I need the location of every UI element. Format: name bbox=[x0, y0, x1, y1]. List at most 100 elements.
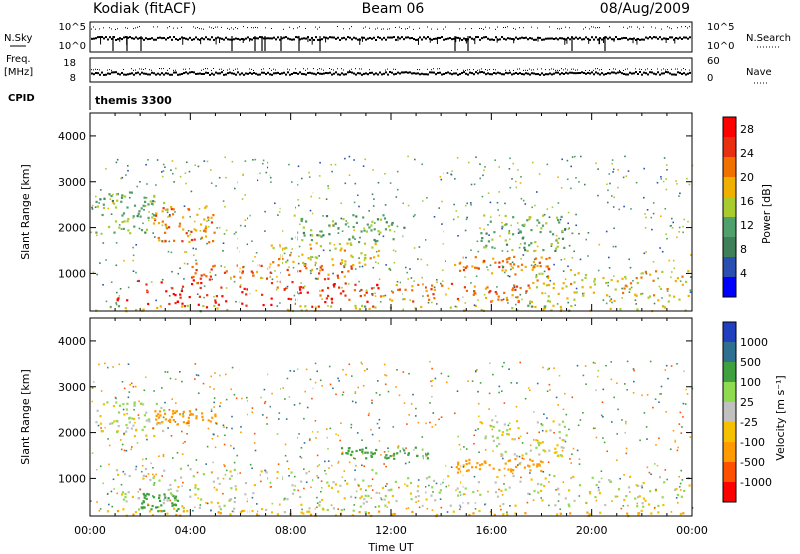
nsky-point bbox=[243, 38, 245, 41]
velocity-data-point bbox=[623, 498, 626, 502]
nsky-point bbox=[295, 36, 297, 39]
power-noise-point bbox=[222, 250, 224, 252]
power-noise-point bbox=[334, 163, 337, 166]
velocity-noise-point bbox=[213, 486, 216, 489]
freq-point bbox=[103, 73, 105, 76]
nave-point bbox=[307, 68, 308, 70]
power-noise-point bbox=[414, 214, 416, 216]
velocity-data-point bbox=[362, 479, 365, 482]
nsky-point bbox=[577, 37, 579, 40]
power-data-point bbox=[517, 265, 520, 268]
velocity-noise-point bbox=[643, 412, 646, 414]
data-gap bbox=[443, 319, 446, 515]
power-noise-point bbox=[522, 199, 525, 202]
freq-point bbox=[467, 73, 469, 76]
freq-point bbox=[635, 71, 637, 74]
power-noise-point bbox=[476, 240, 479, 243]
nsearch-point bbox=[127, 27, 128, 29]
power-noise-point bbox=[372, 266, 375, 269]
velocity-noise-point bbox=[507, 424, 510, 427]
velocity-data-point bbox=[228, 477, 232, 480]
velocity-noise-point bbox=[147, 419, 149, 421]
power-data-point bbox=[270, 297, 273, 300]
freq-point bbox=[577, 72, 579, 75]
velocity-noise-point bbox=[385, 374, 388, 377]
nsearch-point bbox=[661, 28, 662, 30]
nave-point bbox=[287, 68, 288, 70]
power-data-point bbox=[245, 304, 248, 307]
power-data-point bbox=[200, 282, 203, 285]
cpid-label: CPID bbox=[8, 93, 35, 104]
velocity-data-point bbox=[140, 506, 143, 509]
velocity-noise-point bbox=[153, 482, 156, 484]
velocity-data-point bbox=[229, 470, 232, 473]
velocity-data-point bbox=[364, 451, 367, 454]
velocity-data-point bbox=[175, 509, 178, 512]
velocity-data-point bbox=[370, 451, 373, 454]
power-noise-point bbox=[224, 205, 226, 208]
velocity-noise-point bbox=[568, 428, 570, 431]
freq-point bbox=[175, 71, 177, 74]
nsky-point bbox=[131, 37, 133, 40]
nsky-point bbox=[393, 36, 395, 39]
nsky-point bbox=[503, 37, 505, 40]
freq-point bbox=[311, 72, 313, 75]
velocity-noise-point bbox=[210, 375, 212, 378]
freq-point bbox=[391, 71, 393, 74]
velocity-data-point bbox=[148, 418, 151, 421]
velocity-data-point bbox=[554, 504, 557, 507]
nsky-point bbox=[609, 36, 611, 39]
power-noise-point bbox=[203, 160, 206, 162]
velocity-noise-point bbox=[219, 405, 221, 408]
velocity-noise-point bbox=[582, 374, 585, 377]
power-noise-point bbox=[112, 193, 114, 196]
nave-point bbox=[529, 68, 530, 70]
nsky-point bbox=[387, 36, 389, 39]
freq-point bbox=[97, 72, 99, 75]
power-data-point bbox=[530, 242, 533, 245]
power-noise-point bbox=[629, 266, 632, 269]
power-noise-point bbox=[481, 237, 484, 239]
power-data-point bbox=[372, 305, 375, 308]
power-noise-point bbox=[521, 298, 523, 301]
velocity-data-point bbox=[399, 450, 402, 453]
power-noise-point bbox=[101, 232, 103, 235]
velocity-data-point bbox=[150, 508, 153, 511]
power-noise-point bbox=[453, 203, 455, 206]
power-noise-point bbox=[538, 173, 541, 175]
freq-point bbox=[673, 73, 675, 76]
power-data-point bbox=[687, 294, 690, 297]
velocity-noise-point bbox=[184, 441, 186, 443]
power-data-point bbox=[110, 195, 113, 198]
velocity-data-point bbox=[241, 510, 244, 513]
power-data-point bbox=[204, 230, 207, 233]
velocity-noise-point bbox=[316, 502, 319, 504]
velocity-noise-point bbox=[540, 497, 542, 499]
nsearch-point bbox=[589, 28, 590, 30]
velocity-noise-point bbox=[266, 423, 268, 425]
power-noise-point bbox=[652, 212, 655, 215]
power-data-point bbox=[473, 285, 476, 288]
velocity-noise-point bbox=[121, 443, 124, 446]
power-noise-point bbox=[120, 228, 123, 230]
power-data-point bbox=[158, 239, 161, 242]
power-noise-point bbox=[690, 254, 692, 256]
nave-point bbox=[651, 68, 652, 70]
power-data-point bbox=[225, 300, 228, 303]
nave-point bbox=[463, 69, 464, 71]
velocity-noise-point bbox=[104, 426, 106, 429]
freq-point bbox=[585, 72, 587, 75]
nsky-point bbox=[133, 37, 135, 40]
power-noise-point bbox=[132, 217, 134, 219]
nave-point bbox=[593, 69, 594, 71]
power-data-point bbox=[491, 246, 494, 249]
nsky-point bbox=[153, 38, 155, 41]
velocity-noise-point bbox=[147, 473, 150, 475]
velocity-noise-point bbox=[374, 506, 377, 508]
power-noise-point bbox=[209, 271, 211, 274]
freq-point bbox=[251, 72, 253, 75]
velocity-data-point bbox=[507, 433, 510, 436]
velocity-noise-point bbox=[664, 369, 667, 371]
velocity-data-point bbox=[138, 497, 141, 500]
